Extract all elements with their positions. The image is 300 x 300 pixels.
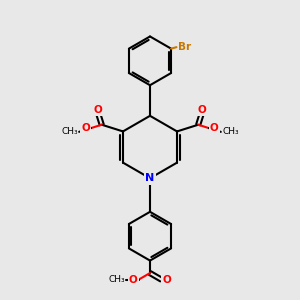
Text: CH₃: CH₃: [222, 128, 239, 136]
Text: O: O: [210, 123, 219, 133]
Text: O: O: [81, 123, 90, 133]
Text: N: N: [146, 173, 154, 183]
Text: O: O: [162, 274, 171, 285]
Text: Br: Br: [178, 42, 191, 52]
Text: O: O: [197, 104, 206, 115]
Text: O: O: [129, 274, 138, 285]
Text: CH₃: CH₃: [108, 275, 125, 284]
Text: O: O: [94, 104, 103, 115]
Text: CH₃: CH₃: [61, 127, 78, 136]
